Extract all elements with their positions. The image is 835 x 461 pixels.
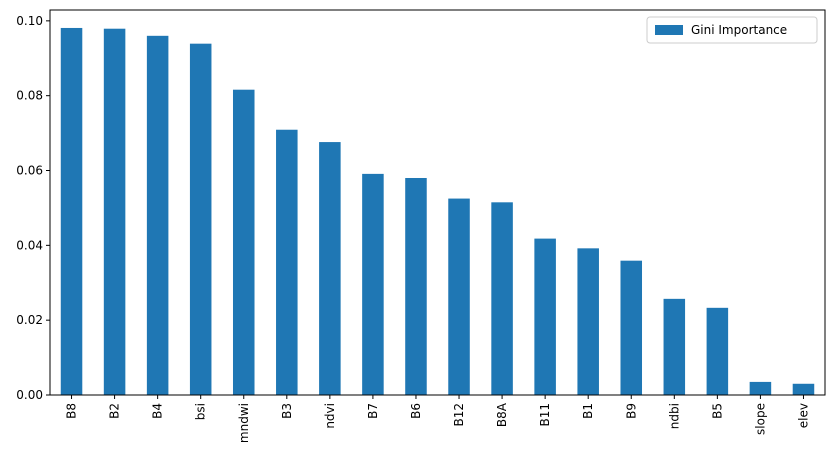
x-tick-label: B7 [366,403,380,419]
x-tick-label: B9 [624,403,638,419]
bar [146,35,169,396]
y-tick-label: 0.06 [16,164,43,178]
legend-box [646,16,818,44]
plot-frame [49,9,826,396]
bar [103,28,126,395]
legend-swatch [655,25,683,35]
bar [491,202,513,395]
y-tick-label: 0.10 [16,14,43,28]
x-tick-label: B3 [280,403,294,419]
legend-label: Gini Importance [691,23,787,37]
x-tick-label: elev [796,403,810,428]
x-tick-label: B4 [151,403,165,419]
bar [319,142,341,395]
x-tick-label: bsi [194,403,208,420]
x-tick-label: B6 [409,403,423,419]
y-tick-label: 0.04 [16,238,43,252]
bar [232,89,255,395]
x-tick-label: B2 [108,403,122,419]
bar [189,43,212,396]
x-tick-label: ndbi [667,403,681,429]
bar [620,260,643,395]
bar [60,27,83,396]
y-tick-label: 0.08 [16,89,43,103]
x-tick-label: B8 [65,403,79,419]
y-tick-label: 0.02 [16,313,43,327]
x-tick-label: B12 [452,403,466,427]
x-tick-label: B8A [495,402,509,427]
bar [577,248,599,395]
bar [706,307,729,395]
bar [362,173,384,395]
x-tick-label: B5 [710,403,724,419]
x-tick-label: B11 [538,403,552,427]
y-tick-label: 0.00 [16,388,43,402]
bar [663,298,686,395]
x-tick-label: ndvi [323,403,337,429]
bar [405,177,427,395]
x-tick-label: mndwi [237,403,251,443]
bar [749,381,772,395]
x-tick-label: B1 [581,403,595,419]
bar [534,238,556,395]
x-tick-label: slope [753,403,767,435]
bar [792,383,815,395]
bar [448,198,470,395]
bar [276,129,298,395]
